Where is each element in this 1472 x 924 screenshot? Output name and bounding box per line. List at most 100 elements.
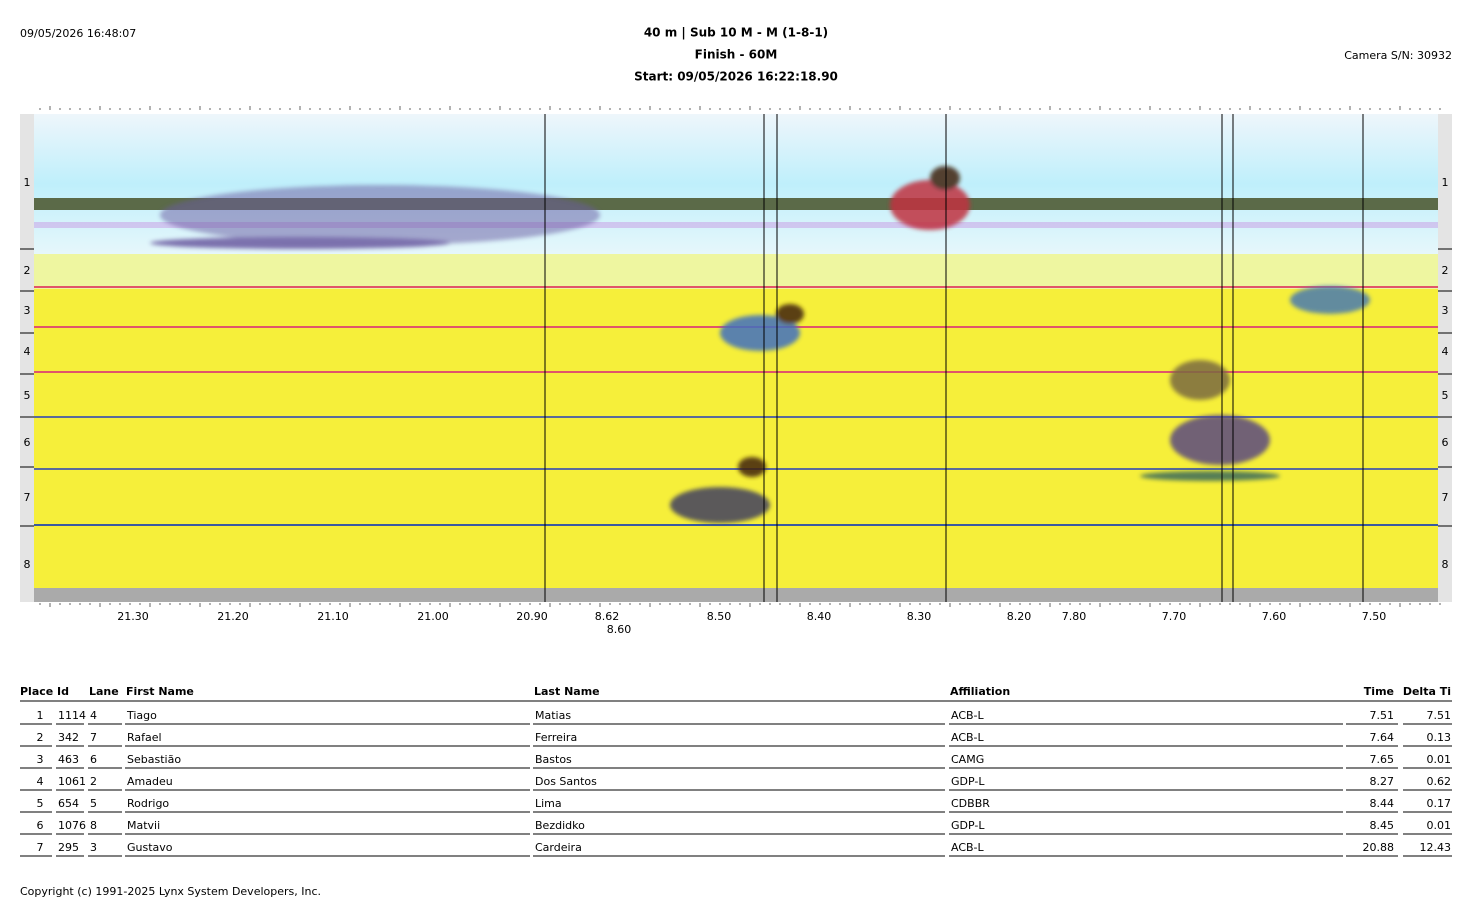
cell: Dos Santos (535, 775, 597, 788)
cell: Tiago (126, 709, 157, 722)
cell: Matvii (127, 819, 160, 832)
cell: 342 (58, 731, 79, 744)
cell: 0.13 (1427, 731, 1452, 744)
cell: 7.51 (1370, 709, 1395, 722)
photo-finish-image (20, 106, 1452, 607)
cell: 3 (37, 753, 44, 766)
cell: 2 (90, 775, 97, 788)
column-header: First Name (126, 685, 194, 698)
cell: 7.65 (1370, 753, 1395, 766)
cell: ACB-L (951, 731, 985, 744)
time-label: 8.40 (807, 610, 832, 623)
cell: 20.88 (1363, 841, 1395, 854)
cell: Sebastião (127, 753, 181, 766)
lane-label: 3 (1442, 304, 1449, 317)
cell: 0.01 (1427, 753, 1452, 766)
time-label: 8.50 (707, 610, 732, 623)
cell: CDBBR (951, 797, 990, 810)
cell: Rodrigo (127, 797, 169, 810)
cell: 1114 (58, 709, 86, 722)
time-label: 21.10 (317, 610, 349, 623)
column-header: Affiliation (950, 685, 1010, 698)
start-time: Start: 09/05/2026 16:22:18.90 (634, 70, 838, 84)
cell: 6 (90, 753, 97, 766)
cell: 8.27 (1370, 775, 1395, 788)
lane-label: 8 (1442, 558, 1449, 571)
lane-label: 2 (24, 264, 31, 277)
time-label: 7.70 (1162, 610, 1187, 623)
cell: GDP-L (951, 775, 985, 788)
cell: 5 (37, 797, 44, 810)
cell: Bastos (535, 753, 572, 766)
cell: 1 (37, 709, 44, 722)
time-label: 21.20 (217, 610, 249, 623)
time-label: 21.30 (117, 610, 149, 623)
cell: 4 (90, 709, 97, 722)
cell: Lima (535, 797, 562, 810)
time-label: 8.62 (595, 610, 620, 623)
cell: 0.17 (1427, 797, 1452, 810)
time-label: 7.60 (1262, 610, 1287, 623)
column-header: Id (57, 685, 69, 698)
cell: 8.44 (1370, 797, 1395, 810)
cell: ACB-L (951, 841, 985, 854)
cell: 2 (37, 731, 44, 744)
subtitle: Finish - 60M (695, 48, 778, 62)
lane-label: 4 (24, 345, 31, 358)
column-header: Last Name (534, 685, 600, 698)
time-label: 8.60 (607, 623, 632, 636)
time-label: 7.80 (1062, 610, 1087, 623)
time-label: 7.50 (1362, 610, 1387, 623)
lane-label: 3 (24, 304, 31, 317)
lane-label: 4 (1442, 345, 1449, 358)
copyright: Copyright (c) 1991-2025 Lynx System Deve… (20, 885, 321, 898)
cell: CAMG (951, 753, 984, 766)
column-header: Time (1364, 685, 1394, 698)
cell: Rafael (127, 731, 162, 744)
lane-label: 8 (24, 558, 31, 571)
cell: 295 (58, 841, 79, 854)
cell: 0.62 (1427, 775, 1452, 788)
cell: Gustavo (127, 841, 173, 854)
lane-label: 2 (1442, 264, 1449, 277)
cell: 8.45 (1370, 819, 1395, 832)
cell: ACB-L (951, 709, 985, 722)
cell: 7 (90, 731, 97, 744)
lane-label: 1 (24, 176, 31, 189)
cell: 3 (90, 841, 97, 854)
timestamp: 09/05/2026 16:48:07 (20, 27, 136, 40)
cell: Bezdidko (535, 819, 585, 832)
cell: 12.43 (1420, 841, 1452, 854)
cell: Ferreira (535, 731, 577, 744)
cell: 7 (37, 841, 44, 854)
column-header: Lane (89, 685, 119, 698)
cell: 1076 (58, 819, 86, 832)
cell: 5 (90, 797, 97, 810)
column-header: Delta Ti (1403, 685, 1451, 698)
cell: 1061 (58, 775, 86, 788)
lane-label: 6 (1442, 436, 1449, 449)
cell: 6 (37, 819, 44, 832)
column-header: Place (20, 685, 53, 698)
lane-label: 7 (24, 491, 31, 504)
cell: Matias (535, 709, 571, 722)
cell: 7.64 (1370, 731, 1395, 744)
cell: Cardeira (535, 841, 582, 854)
cell: 4 (37, 775, 44, 788)
camera: Camera S/N: 30932 (1344, 49, 1452, 62)
cell: 8 (90, 819, 97, 832)
cell: Amadeu (127, 775, 173, 788)
cell: GDP-L (951, 819, 985, 832)
time-label: 8.30 (907, 610, 932, 623)
lane-label: 7 (1442, 491, 1449, 504)
lane-label: 1 (1442, 176, 1449, 189)
cell: 463 (58, 753, 79, 766)
lane-label: 5 (1442, 389, 1449, 402)
time-label: 21.00 (417, 610, 449, 623)
time-label: 8.20 (1007, 610, 1032, 623)
lane-label: 6 (24, 436, 31, 449)
time-label: 20.90 (516, 610, 548, 623)
cell: 654 (58, 797, 79, 810)
cell: 0.01 (1427, 819, 1452, 832)
